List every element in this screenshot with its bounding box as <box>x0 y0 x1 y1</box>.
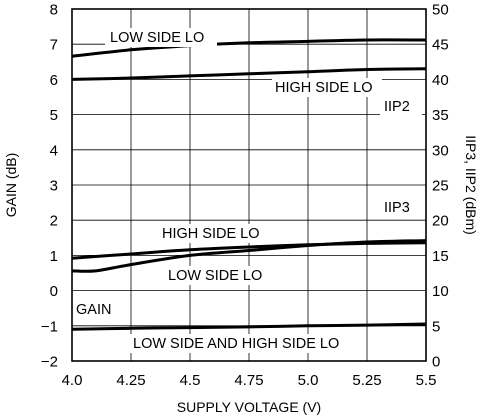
annotation-bg-iip3 <box>380 198 422 217</box>
series-lines <box>71 38 427 331</box>
y-right-tick-label: 15 <box>432 248 449 265</box>
y-right-tick-label: 50 <box>432 2 449 19</box>
y-right-tick-label: 40 <box>432 72 449 89</box>
x-tick-label: 5.0 <box>298 372 319 389</box>
y-right-tick-label: 25 <box>432 178 449 195</box>
x-tick-label: 5.5 <box>416 372 437 389</box>
annotation-iip2: IIP2 <box>384 99 410 115</box>
y-left-tick-label: 7 <box>50 37 58 54</box>
annotation-iip3: IIP3 <box>384 200 410 216</box>
series-line-1 <box>71 67 427 81</box>
x-tick-labels: 4.0 4.25 4.5 4.75 5.0 5.25 5.5 <box>62 372 437 389</box>
annotation-bg-high-side-lo-top <box>272 78 382 97</box>
annotation-high-side-lo-top: HIGH SIDE LO <box>275 80 373 96</box>
y-right-axis-label: IIP3, IIP2 (dBm) <box>463 135 479 235</box>
annotation-bg-low-side-lo-mid <box>164 266 276 285</box>
y-right-tick-label: 30 <box>432 142 449 159</box>
annotation-high-side-lo-mid: HIGH SIDE LO <box>162 226 260 242</box>
y-left-tick-label: 8 <box>50 2 58 19</box>
x-tick-label: 4.5 <box>180 372 201 389</box>
y-left-tick-label: 6 <box>50 72 58 89</box>
y-left-tick-label: 1 <box>50 248 58 265</box>
annotation-bg-low-side-lo-top <box>105 28 217 47</box>
plot-frame <box>71 8 427 362</box>
series-line-0 <box>71 38 427 58</box>
series-line-3 <box>71 239 427 273</box>
y-right-tick-label: 20 <box>432 213 449 230</box>
x-tick-label: 4.25 <box>116 372 145 389</box>
y-left-tick-label: −1 <box>41 318 58 335</box>
x-tick-label: 5.25 <box>352 372 381 389</box>
x-tick-label: 4.0 <box>62 372 83 389</box>
annotation-bg-iip2 <box>380 97 422 116</box>
y-right-tick-label: 10 <box>432 283 449 300</box>
x-tick-label: 4.75 <box>234 372 263 389</box>
annotation-bg-low-and-high <box>128 334 364 353</box>
y-left-axis-label: GAIN (dB) <box>3 153 19 218</box>
annotation-low-side-lo-mid: LOW SIDE LO <box>168 268 262 284</box>
y-left-tick-label: 2 <box>50 213 58 230</box>
y-left-tick-label: 4 <box>50 142 58 159</box>
y-right-tick-labels: 0 5 10 15 20 25 30 35 40 45 50 <box>432 2 449 371</box>
annotation-bg-high-side-lo-mid <box>158 224 270 243</box>
annotation-low-and-high: LOW SIDE AND HIGH SIDE LO <box>133 336 339 352</box>
y-right-tick-label: 5 <box>432 318 440 335</box>
y-right-tick-label: 0 <box>432 354 440 371</box>
series-line-4 <box>71 322 427 331</box>
y-left-tick-label: −2 <box>41 354 58 371</box>
annotation-gain: GAIN <box>76 302 111 318</box>
x-axis-label: SUPPLY VOLTAGE (V) <box>177 399 321 415</box>
y-left-tick-label: 0 <box>50 283 58 300</box>
y-right-tick-label: 35 <box>432 107 449 124</box>
annotation-bg-gain <box>74 300 118 319</box>
y-left-tick-labels: −2 −1 0 1 2 3 4 5 6 7 8 <box>41 2 58 371</box>
y-right-tick-label: 45 <box>432 37 449 54</box>
y-left-tick-label: 5 <box>50 107 58 124</box>
grid <box>72 9 426 361</box>
annotation-low-side-lo-top: LOW SIDE LO <box>110 30 204 46</box>
y-left-tick-label: 3 <box>50 178 58 195</box>
